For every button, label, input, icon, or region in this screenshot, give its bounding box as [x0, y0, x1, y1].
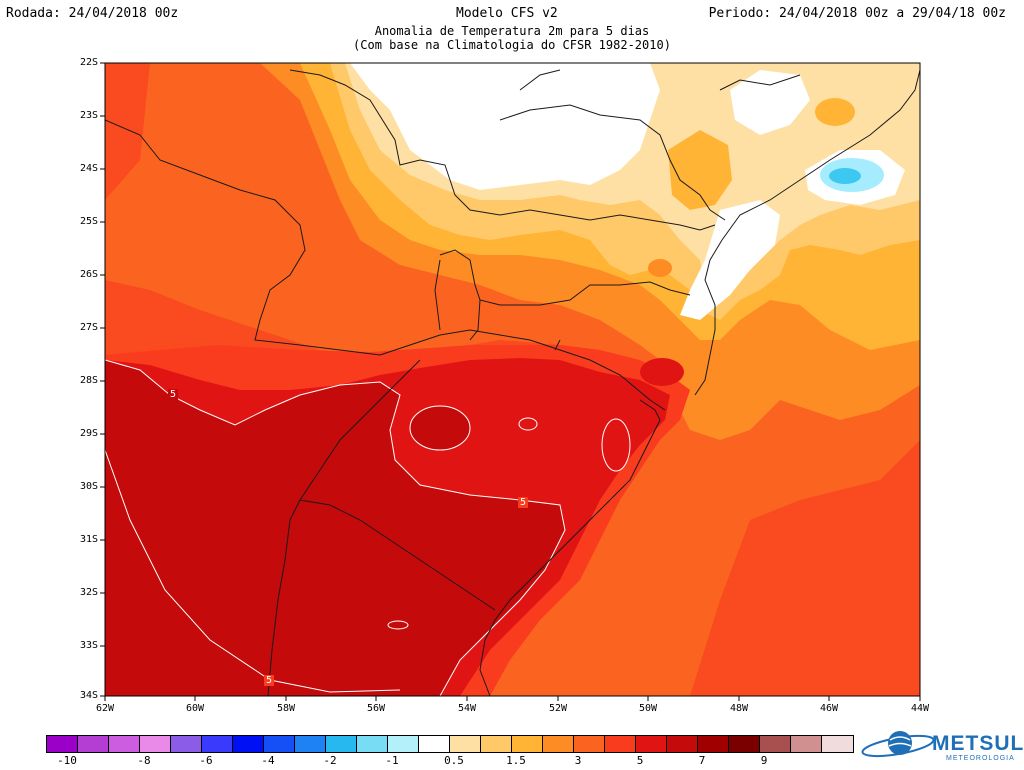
colorbar-swatch	[78, 736, 109, 752]
colorbar-label: 0.5	[444, 754, 464, 767]
colorbar-swatch	[171, 736, 202, 752]
tick-marks	[100, 62, 921, 701]
lat-label: 27S	[79, 322, 98, 333]
lat-label: 32S	[79, 587, 98, 598]
lat-label: 31S	[79, 534, 98, 545]
lat-label: 34S	[79, 690, 98, 701]
lat-label: 22S	[79, 57, 98, 68]
lon-label: 58W	[276, 703, 296, 714]
globe-icon	[861, 731, 935, 758]
colorbar-label: -2	[323, 754, 337, 767]
colorbar-swatch	[636, 736, 667, 752]
colorbar-swatch	[574, 736, 605, 752]
lon-label: 62W	[95, 703, 115, 714]
contour-5	[601, 418, 631, 472]
colorbar-label: -1	[385, 754, 399, 767]
colorbar-label: -10	[57, 754, 77, 767]
colorbar-label: -4	[261, 754, 275, 767]
colorbar-swatch	[388, 736, 419, 752]
lon-label: 50W	[638, 703, 658, 714]
colorbar-label: -6	[199, 754, 213, 767]
colorbar-swatch	[605, 736, 636, 752]
colorbar-swatch	[233, 736, 264, 752]
colorbar-swatch	[450, 736, 481, 752]
period-label: Periodo: 24/04/2018 00z a 29/04/18 00z	[708, 6, 1006, 21]
lon-label: 54W	[457, 703, 477, 714]
borders	[105, 69, 920, 696]
field-level-3	[648, 259, 672, 277]
run-label: Rodada: 24/04/2018 00z	[6, 6, 179, 21]
colorbar-label: 5	[636, 754, 644, 767]
lon-label: 48W	[729, 703, 749, 714]
field-level-neg2	[829, 168, 861, 184]
contour-label: 5	[518, 497, 529, 508]
colorbar	[46, 735, 854, 753]
contour-5	[387, 620, 409, 630]
contour-5	[518, 417, 538, 431]
colorbar-swatch	[109, 736, 140, 752]
lat-label: 23S	[79, 110, 98, 121]
colorbar-swatch	[47, 736, 78, 752]
map-title: Anomalia de Temperatura 2m para 5 dias	[374, 24, 650, 38]
colorbar-swatch	[419, 736, 450, 752]
colorbar-swatch	[326, 736, 357, 752]
contour-label: 5	[168, 389, 179, 400]
lat-label: 26S	[79, 269, 98, 280]
colorbar-swatch	[543, 736, 574, 752]
lon-label: 44W	[910, 703, 930, 714]
plot-frame	[104, 62, 921, 697]
lon-label: 60W	[185, 703, 205, 714]
colorbar-label: -8	[137, 754, 151, 767]
colorbar-label: 9	[760, 754, 768, 767]
map-subtitle: (Com base na Climatologia do CFSR 1982-2…	[353, 38, 671, 52]
colorbar-label: 3	[574, 754, 582, 767]
lat-label: 28S	[79, 375, 98, 386]
field-level-9	[105, 360, 565, 696]
colorbar-swatch	[357, 736, 388, 752]
colorbar-swatch	[822, 736, 853, 752]
colorbar-swatch	[698, 736, 729, 752]
lat-label: 30S	[79, 481, 98, 492]
logo-tagline: METEOROLOGIA	[946, 755, 1015, 762]
colorbar-swatch	[140, 736, 171, 752]
contour-5	[105, 449, 401, 693]
colorbar-label: 1.5	[506, 754, 526, 767]
colorbar-label: 7	[698, 754, 706, 767]
colorbar-swatch	[729, 736, 760, 752]
model-label: Modelo CFS v2	[456, 6, 558, 21]
lat-label: 25S	[79, 216, 98, 227]
colorbar-swatch	[295, 736, 326, 752]
colorbar-swatch	[481, 736, 512, 752]
lat-label: 33S	[79, 640, 98, 651]
colorbar-swatch	[760, 736, 791, 752]
logo-name: METSUL	[932, 732, 1024, 755]
colorbar-swatch	[512, 736, 543, 752]
field-level-2	[668, 130, 732, 210]
field-level-9	[640, 358, 684, 386]
lat-label: 29S	[79, 428, 98, 439]
colorbar-swatch	[202, 736, 233, 752]
contour-5	[409, 405, 471, 451]
lon-label: 46W	[819, 703, 839, 714]
lon-label: 52W	[548, 703, 568, 714]
field-level-2	[815, 98, 855, 126]
field-level-0-5	[730, 70, 810, 135]
field-level-0-5	[680, 200, 780, 320]
field-level-9	[410, 406, 470, 450]
field-level-9	[602, 419, 630, 471]
field-level-0-5	[350, 63, 660, 190]
contour-5	[105, 359, 566, 696]
contour-label: 5	[264, 675, 275, 686]
colorbar-swatch	[264, 736, 295, 752]
colorbar-swatch	[667, 736, 698, 752]
colorbar-swatch	[791, 736, 822, 752]
lat-label: 24S	[79, 163, 98, 174]
lon-label: 56W	[366, 703, 386, 714]
